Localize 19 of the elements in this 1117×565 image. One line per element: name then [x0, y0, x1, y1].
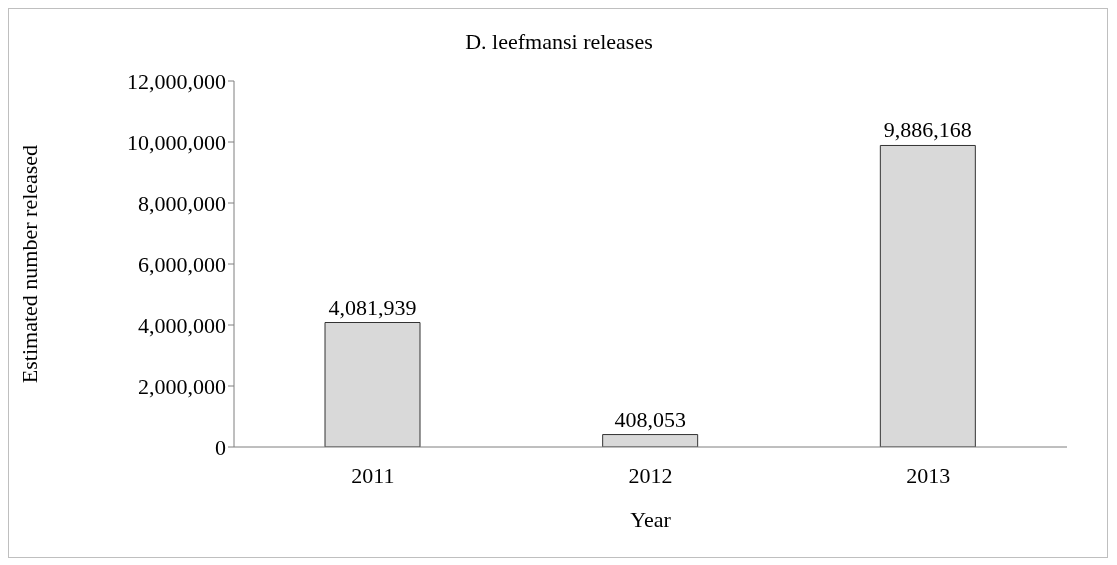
x-tick-label: 2013 [906, 462, 951, 488]
bar [602, 434, 699, 447]
y-tick-label: 12,000,000 [127, 68, 226, 94]
chart-title: D. leefmansi releases [464, 29, 654, 55]
y-tick-label: 4,000,000 [138, 312, 226, 338]
bar [324, 322, 421, 447]
x-tick-label: 2012 [628, 462, 673, 488]
data-label: 9,886,168 [883, 117, 972, 143]
data-label: 4,081,939 [328, 294, 417, 320]
x-axis-title: Year [630, 507, 672, 532]
y-axis-title: Estimated number released [16, 144, 42, 384]
y-tick-label: 10,000,000 [127, 129, 226, 155]
y-tick-label: 0 [215, 434, 226, 460]
y-tick-label: 2,000,000 [138, 373, 226, 399]
bar [879, 144, 976, 447]
y-tick-label: 6,000,000 [138, 251, 226, 277]
x-tick-label: 2011 [351, 462, 395, 488]
data-label: 408,053 [614, 406, 686, 432]
y-tick-label: 8,000,000 [138, 190, 226, 216]
